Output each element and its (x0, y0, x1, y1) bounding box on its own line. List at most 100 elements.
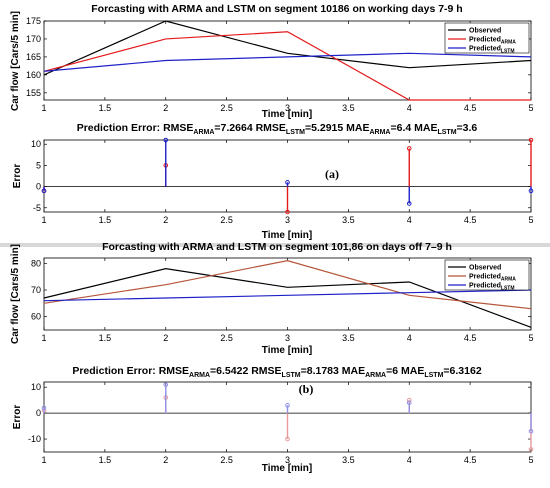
y-axis-label: Car flow [Cars/5 min] (10, 244, 21, 344)
x-tick-label: 3.5 (342, 455, 355, 465)
x-tick-label: 2.5 (220, 333, 233, 343)
title-subscript: LSTM (424, 372, 443, 379)
stem-marker-lstm (528, 428, 534, 434)
x-tick-label: 1 (41, 333, 46, 343)
legend-entry: PredictedARMA (469, 274, 516, 283)
x-tick-label: 4 (407, 103, 412, 113)
y-tick-label: 80 (31, 258, 41, 268)
title-subscript: ARMA (189, 372, 210, 379)
title-text: =3.6 (457, 122, 478, 134)
stem-marker-lstm (406, 400, 412, 406)
x-tick-label: 3 (285, 333, 290, 343)
y-tick-label: -5 (33, 203, 41, 213)
x-tick-label: 5 (528, 215, 533, 225)
stem-marker-arma (285, 436, 290, 442)
x-tick-label: 3 (285, 103, 290, 113)
panel-separator (0, 243, 550, 247)
title-text: =7.2664 RMSE (214, 122, 286, 134)
series-line-predicted-lstm (43, 289, 532, 302)
y-tick-label: -10 (28, 434, 41, 444)
x-tick-label: 4 (407, 215, 412, 225)
x-tick-label: 2.5 (220, 103, 233, 113)
legend-label: Predicted (469, 37, 501, 44)
title-text: Prediction Error: RMSE (77, 122, 194, 134)
x-tick-label: 5 (528, 333, 533, 343)
x-tick-label: 2.5 (220, 455, 233, 465)
legend-entry: Observed (469, 265, 501, 272)
chart-title: Prediction Error: RMSEARMA=6.5422 RMSELS… (72, 365, 481, 379)
chart-panel-4: Prediction Error: RMSEARMA=6.5422 RMSELS… (12, 365, 534, 474)
y-tick-label: 5 (36, 160, 41, 170)
stem-marker-arma (406, 397, 412, 403)
chart-title: Prediction Error: RMSE ARMA =7.2664 RMSELS… (77, 122, 478, 136)
legend-entry: Observed (469, 28, 501, 35)
stem-marker-arma (285, 209, 290, 215)
chart-panel-1: Forcasting with ARMA and LSTM on segment… (10, 3, 534, 120)
x-tick-label: 3 (285, 455, 290, 465)
panel-label: (b) (299, 382, 314, 396)
x-tick-label: 4.5 (464, 455, 477, 465)
stem-marker-lstm (528, 188, 534, 194)
x-tick-label: 3.5 (342, 333, 355, 343)
chart-panel-2: Prediction Error: RMSE ARMA =7.2664 RMSELS… (12, 122, 534, 241)
x-tick-label: 2 (163, 333, 168, 343)
title-text: =6.4 MAE (390, 122, 437, 134)
series-line-observed (43, 268, 532, 328)
series-line-predicted-arma (43, 31, 531, 101)
x-tick-label: 1.5 (99, 103, 112, 113)
x-tick-label: 3.5 (342, 103, 355, 113)
y-tick-label: 10 (31, 139, 41, 149)
x-tick-label: 4 (407, 333, 412, 343)
y-tick-label: 70 (31, 285, 41, 295)
chart-title: Forcasting with ARMA and LSTM on segment… (102, 241, 452, 253)
title-subscript: ARMA (369, 129, 390, 136)
legend-label: Predicted (469, 283, 501, 290)
x-tick-label: 5 (528, 455, 533, 465)
legend-entry: PredictedARMA (469, 37, 516, 46)
legend-label: Observed (469, 265, 501, 272)
x-tick-label: 2.5 (220, 215, 233, 225)
stem-marker-lstm (406, 201, 412, 206)
x-tick-label: 5 (528, 103, 533, 113)
y-axis-label: Error (12, 405, 23, 430)
stem-marker-lstm (163, 382, 169, 387)
y-tick-label: 175 (26, 16, 41, 26)
title-subscript: LSTM (282, 372, 301, 379)
title-subscript: LSTM (286, 129, 305, 136)
legend-entry: PredictedLSTM (469, 283, 515, 292)
legend-label: Predicted (469, 46, 501, 53)
title-text: Prediction Error: RMSE (72, 365, 189, 377)
stem-marker-lstm (285, 403, 290, 408)
title-text: =6 MAE (386, 365, 424, 377)
legend-subscript: ARMA (501, 40, 516, 46)
series-line-observed (43, 20, 532, 76)
y-axis-label: Car flow [Cars/5 min] (10, 11, 21, 111)
panel-label: (a) (325, 167, 339, 181)
stem-marker-lstm (41, 188, 47, 194)
y-tick-label: 170 (26, 34, 41, 44)
stem-marker-arma (528, 447, 534, 452)
x-tick-label: 2 (163, 103, 168, 113)
x-tick-label: 4.5 (464, 103, 477, 113)
x-tick-label: 2 (163, 215, 168, 225)
x-tick-label: 1.5 (99, 455, 112, 465)
legend-subscript: LSTM (501, 286, 515, 292)
x-axis-label: Time [min] (262, 109, 312, 120)
title-subscript: ARMA (365, 372, 386, 379)
stem-marker-arma (528, 137, 534, 143)
title-text: =6.5422 RMSE (210, 365, 282, 377)
stem-marker-lstm (163, 137, 169, 143)
x-axis-label: Time [min] (262, 463, 312, 474)
legend-subscript: LSTM (501, 49, 515, 55)
x-tick-label: 1 (41, 103, 46, 113)
legend-label: Predicted (469, 274, 501, 281)
y-tick-label: 0 (36, 408, 41, 418)
x-axis-label: Time [min] (262, 345, 312, 356)
x-tick-label: 4.5 (464, 215, 477, 225)
x-tick-label: 4.5 (464, 333, 477, 343)
y-tick-label: 165 (26, 52, 41, 62)
series-line-predicted-lstm (43, 52, 532, 72)
